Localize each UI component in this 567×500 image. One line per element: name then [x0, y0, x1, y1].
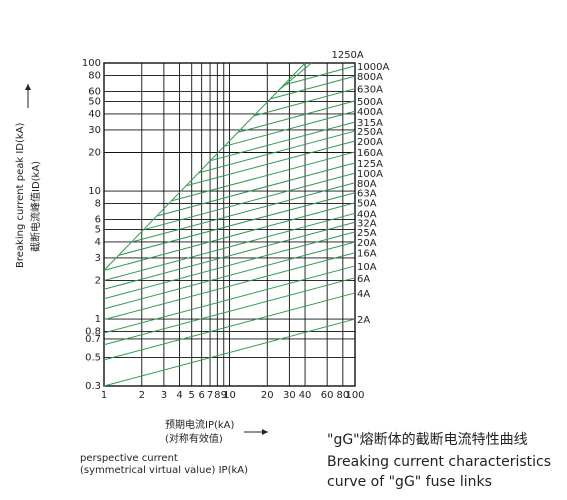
fuse-curve [270, 75, 356, 100]
x-tick-label: 4 [176, 390, 182, 401]
y-tick-label: 0.7 [85, 334, 101, 345]
series-label: 20A [357, 238, 377, 249]
y-tick-label: 40 [88, 109, 101, 120]
fuse-curve [103, 62, 306, 271]
y-tick-label: 8 [95, 198, 101, 209]
fuse-curve [103, 231, 356, 300]
y-tick-label: 60 [88, 86, 101, 97]
y-tick-label: 3 [95, 253, 101, 264]
series-label: 80A [357, 179, 377, 190]
x-tick-label: 100 [345, 390, 364, 401]
fuse-curve [103, 265, 356, 334]
series-label: 200A [357, 137, 383, 148]
y-tick-label: 4 [95, 237, 101, 248]
y-tick-label: 100 [82, 58, 101, 69]
fuse-curve [144, 172, 356, 231]
series-label: 630A [357, 85, 383, 96]
y-tick-label: 5 [95, 225, 101, 236]
x-axis-label: 预期电流IP(kA) [165, 418, 235, 431]
series-label: 6A [357, 274, 370, 285]
y-tick-label: 6 [95, 214, 101, 225]
fuse-curve [103, 292, 356, 361]
fuse-curve [210, 121, 356, 162]
fuse-curve [103, 221, 356, 290]
y-axis-label: Breaking current peak ID(kA) [15, 123, 26, 268]
x-tick-label: 7 [207, 390, 213, 401]
series-label: 1000A [357, 62, 389, 73]
y-axis-label: 截断电流峰值ID(kA) [29, 161, 42, 252]
fuse-curve [103, 252, 356, 321]
fuse-curve [103, 241, 356, 310]
fuse-curve [284, 65, 356, 86]
chart-title: "gG"熔断体的截断电流特性曲线 [327, 432, 528, 448]
x-tick-label: 6 [198, 390, 204, 401]
fuse-curve [186, 140, 356, 187]
x-tick-label: 2 [139, 390, 145, 401]
series-label: 16A [357, 249, 377, 260]
chart-title: Breaking current characteristics [327, 454, 551, 470]
series-label: 32A [357, 218, 377, 229]
x-axis-label: (对称有效值) [165, 432, 223, 445]
x-tick-label: 10 [223, 390, 236, 401]
x-axis-label: perspective current [80, 453, 178, 464]
fuse-curve [103, 277, 356, 346]
x-tick-label: 3 [161, 390, 167, 401]
series-label: 25A [357, 228, 377, 239]
fuse-curve [157, 162, 356, 217]
x-tick-label: 20 [261, 390, 274, 401]
series-label: 40A [357, 209, 377, 220]
series-label: 125A [357, 159, 383, 170]
x-axis-label: (symmetrical virtual value) IP(kA) [80, 465, 248, 476]
x-tick-label: 1 [101, 390, 107, 401]
y-tick-label: 0.5 [85, 353, 101, 364]
plot-frame [103, 62, 356, 387]
y-tick-label: 2 [95, 276, 101, 287]
fuse-curve [131, 182, 356, 243]
x-tick-label: 80 [336, 390, 349, 401]
fuse-curve [224, 110, 356, 147]
x-tick-label: 60 [321, 390, 334, 401]
series-label: 10A [357, 262, 377, 273]
series-label: 250A [357, 127, 383, 138]
y-tick-label: 50 [88, 97, 101, 108]
series-label: 315A [357, 118, 383, 129]
chart-title: curve of "gG" fuse links [327, 474, 492, 490]
y-tick-label: 1 [95, 314, 101, 325]
x-tick-label: 40 [299, 390, 312, 401]
y-tick-label: 80 [88, 70, 101, 81]
fuse-curve [103, 318, 356, 387]
y-tick-label: 0.3 [85, 381, 101, 392]
series-label: 50A [357, 199, 377, 210]
arrow-head [25, 84, 31, 90]
series-label: 100A [357, 169, 383, 180]
series-label: 400A [357, 107, 383, 118]
fuse-curve [103, 202, 356, 271]
fuse-curve [198, 130, 356, 174]
series-label: 2A [357, 315, 370, 326]
x-tick-label: 9 [221, 390, 227, 401]
y-tick-label: 10 [88, 186, 101, 197]
fuse-curve [254, 88, 356, 117]
series-label: 4A [357, 289, 370, 300]
y-tick-label: 30 [88, 125, 101, 136]
x-tick-label: 5 [189, 390, 195, 401]
fuse-curve [238, 100, 356, 133]
arrow-head [262, 429, 268, 435]
series-label: 1250A [331, 50, 363, 61]
fuse-curve [279, 62, 312, 90]
x-tick-label: 30 [283, 390, 296, 401]
y-tick-label: 20 [88, 147, 101, 158]
fuse-curve [118, 192, 356, 256]
series-label: 160A [357, 148, 383, 159]
fuse-curve [103, 212, 356, 281]
y-tick-label: 0.8 [85, 326, 101, 337]
x-tick-label: 8 [214, 390, 220, 401]
series-label: 500A [357, 97, 383, 108]
series-label: 63A [357, 189, 377, 200]
fuse-curve [171, 151, 356, 202]
series-label: 800A [357, 72, 383, 83]
